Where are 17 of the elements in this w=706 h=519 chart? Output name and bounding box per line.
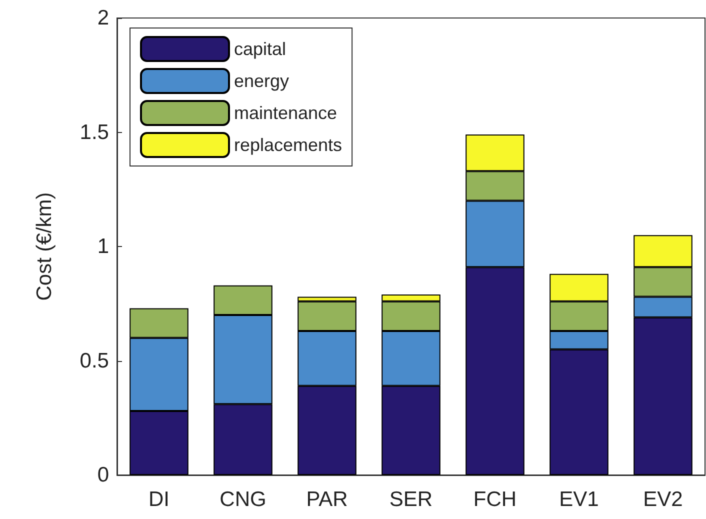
x-tick-label: PAR [306, 488, 348, 511]
x-tick-label: EV1 [559, 488, 599, 511]
legend-label: capital [234, 39, 286, 59]
y-tick-label: 1.5 [80, 120, 109, 144]
x-tick-label: FCH [473, 488, 517, 511]
x-tick-label: EV2 [643, 488, 683, 511]
legend-label: maintenance [234, 103, 338, 123]
y-tick-label: 0.5 [80, 349, 109, 372]
x-tick-label: DI [148, 488, 170, 511]
y-tick-label: 1 [97, 235, 109, 258]
y-axis-title: Cost (€/km) [33, 192, 56, 301]
x-tick-label: CNG [220, 488, 266, 511]
y-tick-label: 0 [97, 464, 109, 486]
y-tick-label: 2 [97, 6, 109, 30]
legend-label: replacements [234, 135, 342, 155]
legend-label: energy [234, 71, 290, 91]
x-tick-label: SER [389, 488, 433, 511]
